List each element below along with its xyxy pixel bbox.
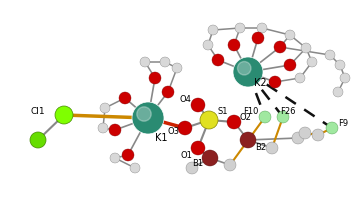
- Circle shape: [191, 141, 205, 155]
- Circle shape: [233, 57, 263, 87]
- Circle shape: [30, 132, 46, 148]
- Circle shape: [191, 98, 205, 112]
- Circle shape: [162, 86, 174, 98]
- Circle shape: [132, 102, 164, 134]
- Circle shape: [285, 30, 295, 40]
- Text: B2: B2: [255, 144, 266, 152]
- Circle shape: [212, 54, 224, 66]
- Text: O2: O2: [240, 114, 252, 122]
- Circle shape: [178, 121, 192, 135]
- Circle shape: [119, 92, 131, 104]
- Circle shape: [301, 43, 311, 53]
- Circle shape: [137, 107, 151, 121]
- Circle shape: [307, 57, 317, 67]
- Circle shape: [149, 72, 161, 84]
- Circle shape: [325, 50, 335, 60]
- Circle shape: [277, 111, 289, 123]
- Circle shape: [227, 115, 241, 129]
- Text: K1: K1: [155, 133, 167, 143]
- Circle shape: [110, 153, 120, 163]
- Circle shape: [98, 123, 108, 133]
- Circle shape: [200, 111, 218, 129]
- Circle shape: [186, 162, 198, 174]
- Circle shape: [228, 39, 240, 51]
- Circle shape: [202, 150, 218, 166]
- Circle shape: [109, 124, 121, 136]
- Circle shape: [203, 40, 213, 50]
- Circle shape: [299, 127, 311, 139]
- Circle shape: [172, 63, 182, 73]
- Text: F9: F9: [338, 119, 348, 129]
- Text: F10: F10: [242, 108, 258, 116]
- Circle shape: [235, 23, 245, 33]
- Circle shape: [292, 132, 304, 144]
- Text: Cl1: Cl1: [30, 108, 45, 116]
- Circle shape: [335, 60, 345, 70]
- Text: F26: F26: [280, 106, 296, 116]
- Circle shape: [295, 73, 305, 83]
- Circle shape: [140, 57, 150, 67]
- Circle shape: [274, 41, 286, 53]
- Text: K2: K2: [254, 78, 267, 88]
- Circle shape: [312, 129, 324, 141]
- Circle shape: [326, 122, 338, 134]
- Circle shape: [269, 76, 281, 88]
- Circle shape: [266, 142, 278, 154]
- Circle shape: [100, 103, 110, 113]
- Circle shape: [130, 163, 140, 173]
- Circle shape: [238, 62, 251, 75]
- Text: O3: O3: [168, 128, 180, 136]
- Circle shape: [208, 25, 218, 35]
- Text: S1: S1: [218, 106, 228, 116]
- Circle shape: [259, 111, 271, 123]
- Circle shape: [333, 87, 343, 97]
- Text: O4: O4: [179, 96, 191, 104]
- Text: B1: B1: [192, 158, 203, 168]
- Circle shape: [240, 132, 256, 148]
- Circle shape: [340, 73, 350, 83]
- Circle shape: [284, 59, 296, 71]
- Circle shape: [252, 32, 264, 44]
- Circle shape: [122, 149, 134, 161]
- Circle shape: [224, 159, 236, 171]
- Circle shape: [160, 57, 170, 67]
- Circle shape: [257, 23, 267, 33]
- Text: O1: O1: [180, 152, 192, 160]
- Circle shape: [55, 106, 73, 124]
